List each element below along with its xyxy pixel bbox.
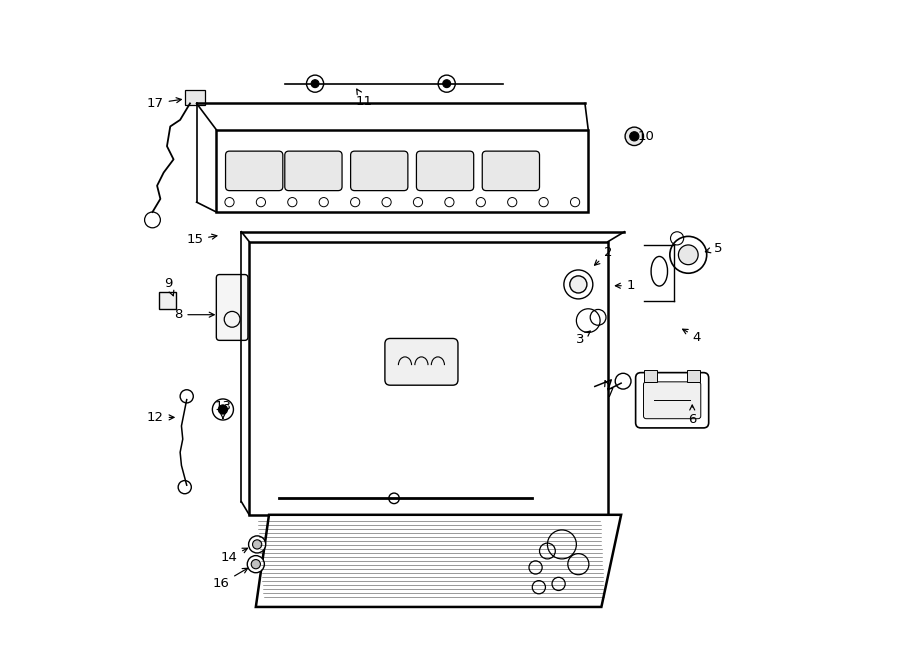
Polygon shape [256, 515, 621, 607]
FancyBboxPatch shape [385, 338, 458, 385]
FancyBboxPatch shape [417, 151, 473, 190]
Text: 14: 14 [220, 548, 248, 564]
Text: 12: 12 [147, 411, 174, 424]
Text: 3: 3 [576, 331, 590, 346]
Text: 6: 6 [688, 405, 697, 426]
Text: 10: 10 [631, 130, 654, 143]
Text: 4: 4 [682, 329, 701, 344]
Circle shape [311, 80, 319, 88]
FancyBboxPatch shape [284, 151, 342, 190]
Text: 16: 16 [212, 568, 248, 590]
Circle shape [389, 493, 400, 504]
Text: 13: 13 [214, 400, 231, 418]
Circle shape [251, 560, 260, 568]
Circle shape [253, 540, 262, 549]
Circle shape [626, 127, 644, 145]
FancyBboxPatch shape [482, 151, 539, 190]
Circle shape [679, 245, 698, 264]
Text: 17: 17 [147, 97, 181, 110]
FancyBboxPatch shape [216, 130, 589, 212]
Text: 5: 5 [706, 242, 722, 254]
FancyBboxPatch shape [644, 370, 657, 383]
Text: 9: 9 [164, 276, 174, 296]
Circle shape [570, 276, 587, 293]
Circle shape [630, 132, 639, 141]
FancyBboxPatch shape [159, 292, 176, 309]
Circle shape [443, 80, 451, 88]
FancyBboxPatch shape [351, 151, 408, 190]
Text: 8: 8 [174, 308, 214, 321]
Text: 2: 2 [595, 247, 612, 265]
FancyBboxPatch shape [216, 274, 248, 340]
FancyBboxPatch shape [687, 370, 700, 383]
Circle shape [438, 75, 455, 93]
Text: 1: 1 [616, 279, 635, 292]
Circle shape [248, 536, 266, 553]
FancyBboxPatch shape [184, 90, 205, 105]
FancyBboxPatch shape [226, 151, 283, 190]
Text: 7: 7 [605, 381, 614, 399]
Circle shape [248, 556, 265, 572]
Text: 15: 15 [186, 233, 217, 246]
FancyBboxPatch shape [644, 382, 701, 418]
Text: 11: 11 [356, 89, 373, 108]
Circle shape [307, 75, 324, 93]
FancyBboxPatch shape [249, 242, 608, 515]
Circle shape [219, 405, 228, 414]
FancyBboxPatch shape [635, 373, 708, 428]
